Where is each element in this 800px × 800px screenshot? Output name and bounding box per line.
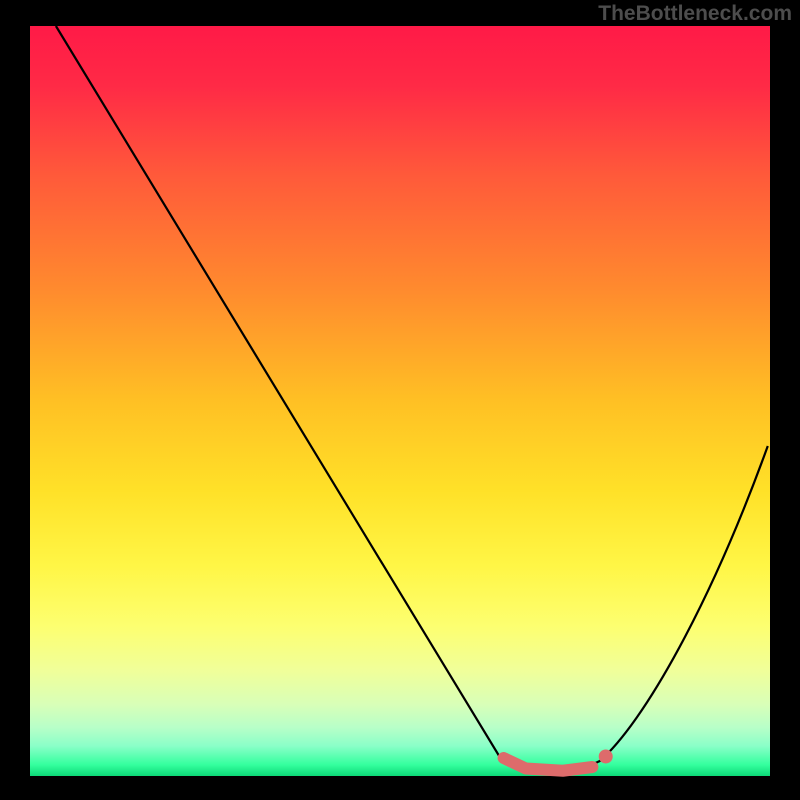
optimal-range-end-dot: [599, 750, 613, 764]
bottleneck-chart: [0, 0, 800, 800]
gradient-background: [30, 26, 770, 776]
chart-container: TheBottleneck.com: [0, 0, 800, 800]
watermark-text: TheBottleneck.com: [598, 2, 792, 26]
